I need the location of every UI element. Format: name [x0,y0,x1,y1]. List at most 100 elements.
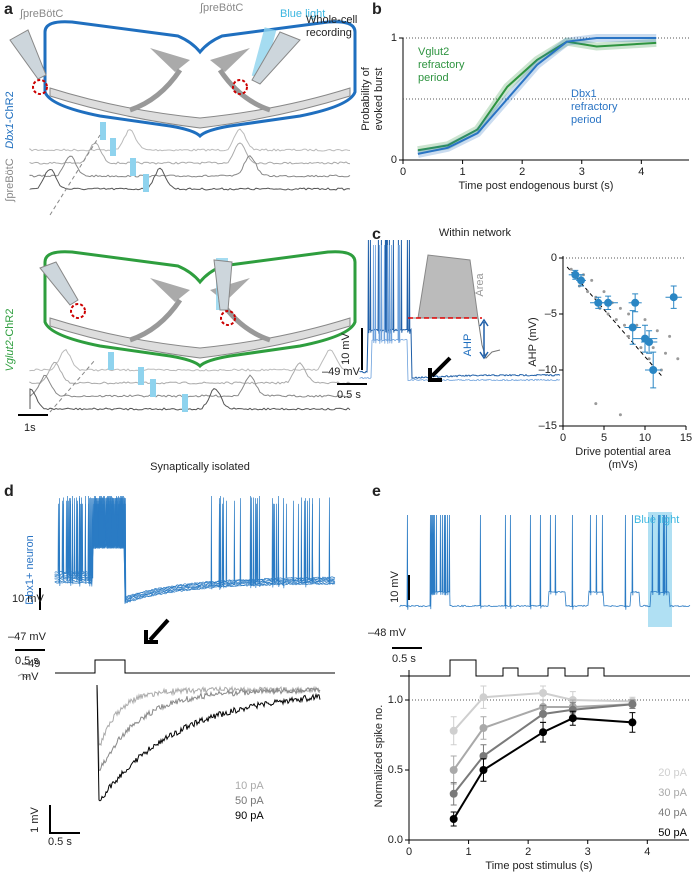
legend-label: 50 pA [658,827,687,839]
point [676,357,680,361]
area [412,254,479,319]
line [417,40,657,152]
x-tick-label: 0 [406,846,412,858]
label: Dbx1 [4,123,16,149]
y-axis-label: Normalized spike no. [373,705,385,808]
legend-label: 20 pA [658,767,687,779]
x-tick-label: 4 [638,166,644,178]
panel-label: e [372,483,381,500]
trace [359,244,560,382]
guide [49,134,101,216]
panel-label: d [4,483,14,500]
guide [49,359,96,413]
section-title: Within network [439,227,512,239]
point [568,714,577,723]
y-tick-label: 0.0 [388,834,403,846]
point [655,329,659,333]
point [645,338,654,346]
point [449,766,458,774]
y-tick-label: 0 [391,154,397,166]
point [602,290,606,294]
legend-label: 30 pA [658,787,687,799]
point [479,766,488,774]
light-pulse [100,122,106,140]
stimulus [400,659,690,677]
label: AHP [462,334,474,357]
point [651,346,655,350]
trace [29,361,351,385]
membrane-traces [399,512,691,677]
vm-label: –49 mV [22,658,41,683]
label: -ChR2 [4,309,16,341]
trace [399,514,691,610]
panel-label: c [372,226,381,243]
membrane-traces [17,496,336,802]
point [631,298,640,307]
point [647,357,651,361]
y-tick-label: 1.0 [388,694,403,706]
trace [96,684,321,802]
y-tick-label: 1 [391,32,397,44]
y-axis-label: Probability of evoked burst [360,67,385,131]
point [628,700,637,709]
legend-label: 50 pA [235,795,264,807]
label: Dbx1+ neuron [24,535,36,604]
x-axis-label: Time post stimulus (s) [485,860,592,872]
vm-label: –49 mV [322,366,361,378]
scale-bar [49,805,80,834]
point [586,290,590,294]
light-pulse [110,138,116,156]
point [539,689,548,697]
panel-label: b [372,1,382,18]
scale-label: 10 mV [12,593,44,605]
y-axis-label: AHP (mV) [527,317,539,366]
trace [17,673,31,679]
trace [29,128,351,152]
point [664,351,667,355]
ahp-trace [477,317,501,359]
legend-label: Dbx1 refractory period [571,88,618,126]
point [614,318,618,322]
x-tick-label: 3 [579,166,585,178]
x-axis-label: Time post endogenous burst (s) [459,180,614,192]
legend-label: 40 pA [658,807,687,819]
trace [54,498,336,605]
scale-label: 0.5 s [48,836,72,848]
x-tick-label: 4 [644,846,650,858]
point [627,334,631,338]
point [449,815,458,823]
legend-label: Vglut2 refractory period [418,46,465,84]
slice-diagram [39,250,357,369]
label: -ChR2 [4,91,16,123]
vm-label: –47 mV [8,631,47,643]
point [628,718,637,727]
point [479,724,488,732]
point [449,726,458,735]
y-tick-label: 0 [551,252,557,264]
light-pulse [150,379,156,397]
label: Blue light [280,8,325,20]
point [569,267,573,271]
label: ∫preBötC [199,2,243,14]
x-axis-label: Drive potential area (mVs) [575,446,671,471]
point [571,270,580,279]
slice-diagram [9,20,357,139]
arrow [144,618,170,644]
x-tick-label: 2 [525,846,531,858]
point [577,276,586,285]
arrow [428,356,452,382]
y-tick-label: –10 [539,364,557,376]
point [606,312,610,316]
panel-label: a [4,1,13,18]
y-tick-label: –5 [545,308,557,320]
point [618,413,622,417]
point [628,323,637,332]
scale-label: 1s [24,422,36,434]
point [539,728,548,737]
point [668,334,672,338]
label: ∫preBötC [4,158,16,202]
light-pulse [182,394,188,412]
trace [96,684,321,747]
